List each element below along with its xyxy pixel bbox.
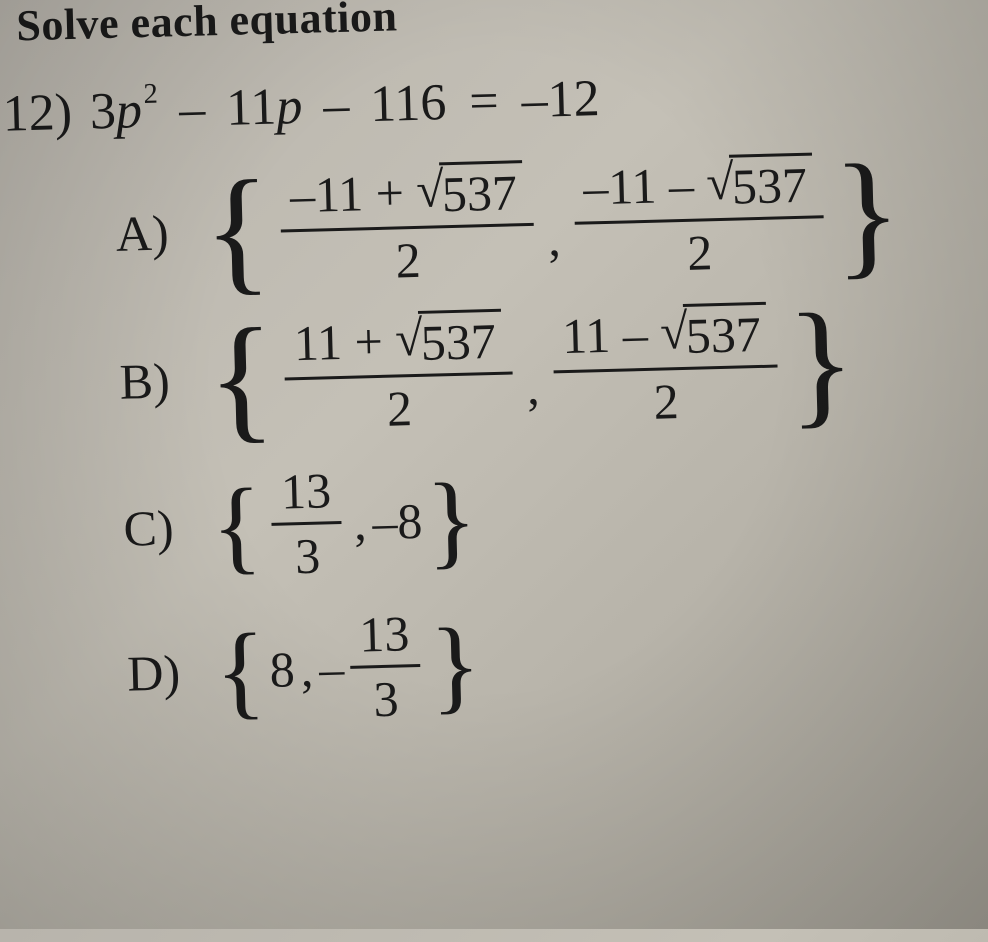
a-f1-pre: –11 + [289, 164, 417, 223]
option-d-content: 8 , – 13 3 [264, 602, 432, 733]
brace-right-icon: } [832, 157, 902, 271]
c-second: –8 [372, 491, 424, 550]
const-116: 116 [369, 74, 447, 133]
equals: = [469, 73, 500, 131]
comma-icon: , [300, 639, 314, 697]
d-num: 13 [349, 602, 421, 666]
option-b: B) { 11 + √537 2 , [118, 295, 971, 447]
b-f2-den: 2 [643, 370, 690, 433]
a-f1-rad: 537 [439, 160, 524, 223]
option-a-frac2: –11 – √537 2 [572, 150, 825, 286]
minus-2: – [323, 77, 350, 135]
coef-b: 11 [225, 79, 277, 137]
b-f1-den: 2 [376, 377, 423, 440]
exponent-2: 2 [143, 78, 158, 109]
b-f1-pre: 11 + [293, 313, 396, 372]
brace-right-icon: } [786, 307, 856, 421]
var-p: p [115, 82, 142, 140]
sqrt-icon: √537 [660, 302, 768, 366]
c-den: 3 [284, 524, 331, 587]
brace-left-icon: { [202, 174, 272, 288]
comma-icon: , [547, 209, 562, 287]
option-d: D) { 8 , – 13 3 } [126, 587, 979, 736]
a-f1-den: 2 [385, 229, 432, 292]
option-b-set: { 11 + √537 2 , 11 – √537 [206, 298, 856, 445]
comma-icon: , [353, 493, 367, 551]
c-num: 13 [270, 459, 342, 523]
a-f2-rad: 537 [729, 153, 814, 216]
a-f2-den: 2 [677, 221, 724, 284]
option-c-content: 13 3 , –8 [260, 457, 428, 588]
minus-1: – [178, 80, 205, 138]
brace-left-icon: { [210, 483, 263, 568]
option-d-label: D) [127, 642, 198, 702]
brace-left-icon: { [214, 628, 267, 713]
option-a-label: A) [115, 203, 186, 263]
option-a-content: –11 + √537 2 , –11 – √537 2 [269, 150, 835, 295]
option-a: A) { –11 + √537 2 , [114, 147, 967, 299]
var-p2: p [276, 78, 303, 136]
brace-right-icon: } [429, 622, 482, 707]
option-b-frac2: 11 – √537 2 [551, 300, 779, 436]
instruction-text: Solve each equation [16, 0, 398, 51]
d-neg: – [318, 639, 345, 698]
d-den: 3 [363, 667, 410, 730]
answer-options: A) { –11 + √537 2 , [114, 147, 979, 737]
equation-line: 12) 3p2 – 11p – 116 = –12 [2, 60, 963, 144]
equation-body: 3p2 – 11p – 116 = –12 [89, 69, 600, 141]
problem-12: 12) 3p2 – 11p – 116 = –12 A) { [2, 60, 979, 758]
d-first: 8 [269, 640, 296, 699]
question-number: 12) [2, 83, 73, 144]
option-d-set: { 8 , – 13 3 } [214, 600, 483, 734]
option-b-frac1: 11 + √537 2 [283, 307, 514, 443]
option-b-label: B) [119, 351, 190, 411]
brace-left-icon: { [206, 322, 276, 436]
option-c-set: { 13 3 , –8 } [210, 455, 479, 589]
option-b-content: 11 + √537 2 , 11 – √537 2 [273, 299, 789, 442]
option-d-frac: 13 3 [349, 602, 422, 731]
b-f1-rad: 537 [418, 309, 503, 372]
brace-right-icon: } [425, 477, 478, 562]
b-f2-rad: 537 [683, 302, 768, 365]
option-c-label: C) [123, 497, 194, 557]
option-a-frac1: –11 + √537 2 [279, 158, 535, 295]
sqrt-icon: √537 [416, 160, 524, 224]
coef-a: 3 [89, 83, 116, 141]
sqrt-icon: √537 [706, 153, 814, 217]
rhs: –12 [521, 70, 600, 129]
a-f2-pre: –11 – [583, 156, 708, 215]
option-a-set: { –11 + √537 2 , –11 – √537 [202, 148, 902, 296]
option-c: C) { 13 3 , –8 } [122, 442, 975, 591]
b-f2-pre: 11 – [561, 306, 661, 365]
option-c-frac: 13 3 [270, 459, 343, 588]
comma-icon: , [526, 358, 541, 436]
sqrt-icon: √537 [395, 309, 503, 373]
